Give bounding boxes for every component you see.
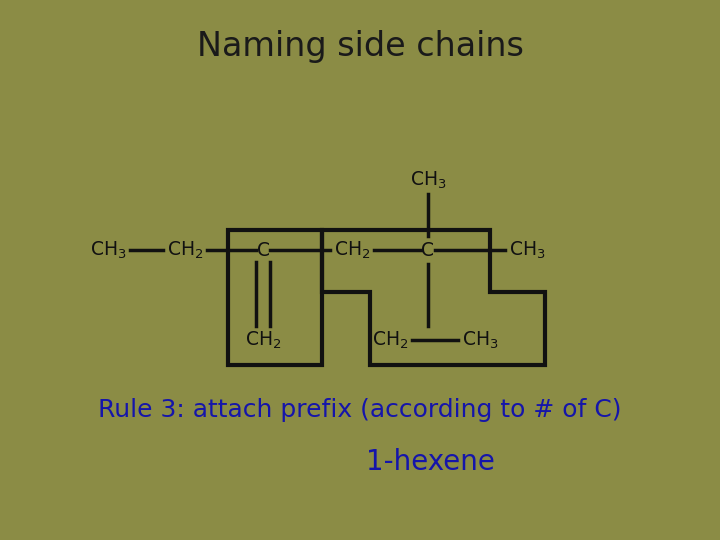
Text: CH$_3$: CH$_3$ (410, 170, 446, 191)
Text: CH$_2$: CH$_2$ (167, 239, 203, 261)
Text: 1-hexene: 1-hexene (366, 448, 495, 476)
Text: CH$_2$: CH$_2$ (372, 329, 408, 350)
Text: Naming side chains: Naming side chains (197, 30, 523, 63)
Text: CH$_2$: CH$_2$ (245, 329, 282, 350)
Text: CH$_3$: CH$_3$ (462, 329, 498, 350)
Text: CH$_2$: CH$_2$ (334, 239, 370, 261)
Text: CH$_3$: CH$_3$ (509, 239, 545, 261)
Text: C: C (421, 240, 434, 260)
Text: Rule 3: attach prefix (according to # of C): Rule 3: attach prefix (according to # of… (98, 398, 622, 422)
Text: CH$_3$: CH$_3$ (90, 239, 126, 261)
Text: C: C (256, 240, 269, 260)
